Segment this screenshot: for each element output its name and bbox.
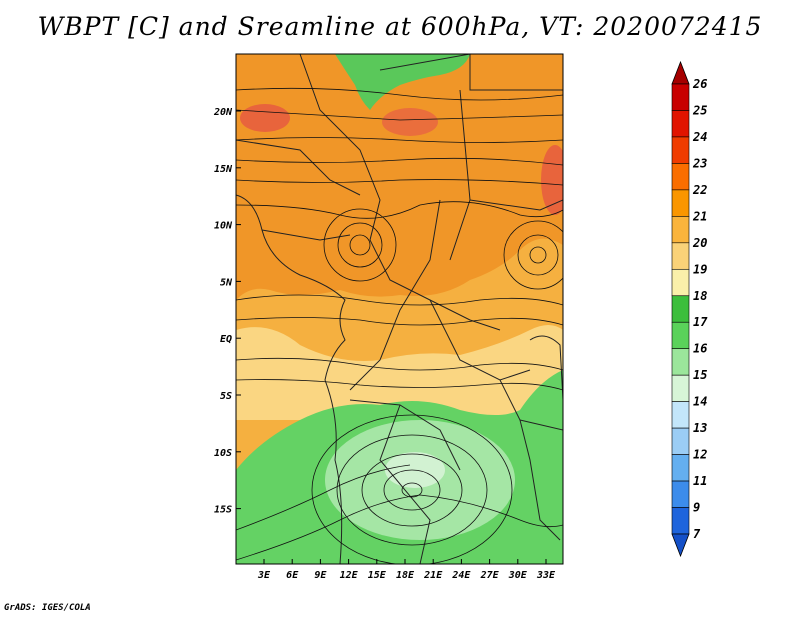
colorbar-label: 13 <box>693 421 707 435</box>
colorbar-label: 24 <box>692 130 707 144</box>
colorbar-label: 7 <box>693 527 701 541</box>
lat-label: EQ <box>220 334 232 345</box>
colorbar-min-arrow <box>671 533 690 558</box>
colorbar <box>671 60 690 558</box>
lon-label: 3E <box>257 570 271 581</box>
wbpt-field-22 <box>236 54 563 300</box>
lon-label: 9E <box>314 570 327 581</box>
lat-label: 10N <box>214 221 233 232</box>
colorbar-swatch <box>671 242 690 270</box>
lon-label: 18E <box>396 570 415 581</box>
lon-label: 21E <box>423 570 443 581</box>
colorbar-max-arrow <box>671 60 690 85</box>
cyclone-west <box>323 208 397 282</box>
colorbar-label: 9 <box>693 501 700 515</box>
anticyclone-south <box>311 414 513 564</box>
lat-label: 15S <box>214 505 232 516</box>
lon-label: 30E <box>508 570 528 581</box>
wbpt-field-23-east <box>541 145 563 215</box>
colorbar-label: 20 <box>692 236 707 250</box>
lon-label: 12E <box>340 570 359 581</box>
colorbar-label: 16 <box>693 342 707 356</box>
colorbar-swatch <box>671 216 690 244</box>
colorbar-swatch <box>671 454 690 482</box>
wbpt-field-17-north <box>335 54 470 110</box>
colorbar-swatch <box>671 427 690 455</box>
colorbar-label: 17 <box>693 315 708 329</box>
wbpt-field-23-central <box>382 108 438 136</box>
colorbar-swatch <box>671 83 690 111</box>
plot-title: WBPT [C] and Sreamline at 600hPa, VT: 20… <box>37 12 763 41</box>
lon-label: 27E <box>480 570 500 581</box>
lat-label: 10S <box>214 448 232 459</box>
colorbar-label: 14 <box>693 395 707 409</box>
colorbar-swatch <box>671 295 690 323</box>
colorbar-label: 25 <box>692 103 707 117</box>
colorbar-label: 22 <box>692 183 707 197</box>
colorbar-swatch <box>671 401 690 429</box>
colorbar-label: 18 <box>693 289 707 303</box>
cyclone-east <box>503 220 563 290</box>
colorbar-label: 26 <box>692 77 707 91</box>
colorbar-label: 15 <box>693 368 707 382</box>
lat-label: 15N <box>214 164 233 175</box>
lat-label: 5N <box>220 277 233 288</box>
colorbar-swatch <box>671 374 690 402</box>
streamlines <box>236 87 563 561</box>
colorbar-swatch <box>671 507 690 535</box>
lat-axis: 20N 15N 10N 5N EQ 5S 10S 15S <box>213 107 233 516</box>
map-frame <box>235 53 564 565</box>
colorbar-label: 12 <box>693 448 707 462</box>
lon-label: 15E <box>368 570 387 581</box>
lat-label: 5S <box>220 391 232 402</box>
lon-label: 33E <box>536 570 556 581</box>
colorbar-label: 11 <box>693 474 707 488</box>
wbpt-field-23-west <box>240 104 290 132</box>
axis-ticks <box>236 110 547 564</box>
credit-text: GrADS: IGES/COLA <box>4 603 91 613</box>
colorbar-swatch <box>671 268 690 297</box>
colorbar-swatch <box>671 480 690 508</box>
wbpt-field-19-20 <box>236 325 563 420</box>
colorbar-swatch <box>671 110 690 138</box>
colorbar-label: 23 <box>692 156 707 170</box>
lon-label: 6E <box>286 570 299 581</box>
colorbar-swatch <box>671 189 690 217</box>
colorbar-swatch <box>671 136 690 164</box>
lat-label: 20N <box>213 107 233 118</box>
colorbar-labels: 26 25 24 23 22 21 20 19 18 17 16 15 14 13 12 11 9 7 <box>692 77 708 541</box>
map-plot-area <box>236 54 563 564</box>
colorbar-label: 21 <box>692 209 707 223</box>
lon-label: 24E <box>451 570 471 581</box>
colorbar-swatch <box>671 348 690 376</box>
colorbar-swatch <box>671 163 690 191</box>
colorbar-swatch <box>671 321 690 350</box>
colorbar-label: 19 <box>693 262 707 276</box>
lon-axis: 3E 6E 9E 12E 15E 18E 21E 24E 27E 30E 33E <box>257 570 556 581</box>
